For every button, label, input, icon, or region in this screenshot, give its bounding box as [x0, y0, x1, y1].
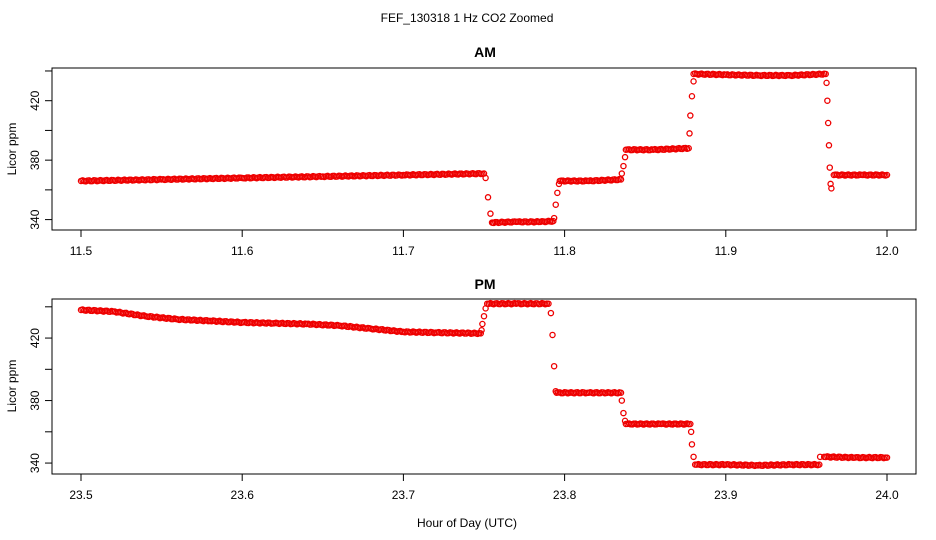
pm-ylabel: Licor ppm [5, 360, 19, 413]
am-data-point [487, 210, 494, 217]
am-data-point [828, 185, 835, 192]
pm-y-tick-label: 420 [28, 328, 42, 348]
am-data-point [618, 170, 626, 177]
am-data-point [883, 171, 891, 179]
am-points [77, 70, 891, 227]
am-data-point [690, 78, 697, 85]
pm-plot-frame [51, 298, 917, 475]
pm-x-tick-label: 23.8 [553, 488, 577, 502]
am-x-tick-label: 11.8 [553, 244, 576, 258]
am-data-point [687, 112, 694, 119]
pm-y-tick-label: 340 [28, 453, 42, 473]
am-data-point [554, 189, 561, 197]
am-ylabel: Licor ppm [5, 123, 19, 176]
pm-data-point [547, 309, 555, 317]
am-data-point [550, 214, 558, 222]
pm-axes: 23.5 23.6 23.7 23.8 23.9 24.0 340 380 420 [28, 306, 899, 502]
pm-title: PM [475, 276, 496, 292]
am-data-point [550, 217, 557, 225]
pm-data-point [617, 389, 625, 396]
pm-data-point [620, 409, 627, 417]
pm-data-point [687, 420, 694, 428]
pm-data-point [545, 300, 552, 307]
pm-data-point [687, 428, 695, 436]
am-plot-frame [51, 67, 917, 231]
pm-data-point [477, 330, 485, 337]
am-x-tick-label: 11.5 [70, 244, 93, 258]
am-data-point [826, 164, 834, 171]
pm-points [77, 299, 891, 470]
pm-data-point [816, 461, 823, 468]
am-axes: 11.5 11.6 11.7 11.8 11.9 12.0 340 380 420 [28, 70, 899, 258]
am-y-tick-label: 340 [28, 209, 42, 229]
am-data-point [482, 174, 489, 182]
am-data-point [685, 145, 692, 152]
am-data-point [552, 201, 559, 208]
pm-data-point [688, 441, 696, 448]
am-data-point [620, 162, 627, 170]
am-x-tick-label: 11.6 [231, 244, 254, 258]
pm-data-point [478, 326, 485, 334]
am-x-tick-label: 12.0 [875, 244, 899, 258]
pm-data-point [549, 331, 556, 339]
am-data-point [822, 70, 829, 78]
am-data-point [825, 142, 833, 149]
pm-x-tick-label: 23.7 [392, 488, 416, 502]
am-x-tick-label: 11.9 [715, 244, 738, 258]
am-data-point [688, 92, 696, 100]
am-x-tick-label: 11.7 [392, 244, 415, 258]
figure-title: FEF_130318 1 Hz CO2 Zoomed [381, 11, 554, 25]
x-axis-label: Hour of Day (UTC) [417, 516, 517, 530]
pm-data-point [618, 397, 626, 404]
am-data-point [621, 153, 629, 161]
am-data-point [824, 97, 831, 104]
am-data-point [617, 176, 625, 183]
am-y-tick-label: 380 [28, 150, 42, 170]
pm-x-tick-label: 24.0 [875, 488, 899, 502]
pm-data-point [690, 453, 697, 461]
pm-data-point [480, 312, 488, 320]
am-data-point [484, 194, 492, 201]
pm-x-tick-label: 23.6 [231, 488, 255, 502]
pm-x-tick-label: 23.5 [69, 488, 93, 502]
pm-data-point [479, 320, 486, 328]
am-data-point [823, 79, 830, 87]
pm-data-point [883, 454, 891, 461]
am-data-point [824, 119, 832, 127]
pm-x-tick-label: 23.9 [714, 488, 738, 502]
pm-data-point [550, 362, 558, 370]
am-panel: AM Licor ppm 11.5 11.6 11.7 11.8 11.9 12.0 340… [5, 44, 917, 258]
am-title: AM [474, 44, 496, 60]
pm-panel: PM Licor ppm 23.5 23.6 23.7 23.8 23.9 24.0 340… [5, 276, 917, 502]
am-data-point [686, 130, 693, 137]
am-y-tick-label: 420 [28, 90, 42, 110]
pm-y-tick-label: 380 [28, 390, 42, 410]
